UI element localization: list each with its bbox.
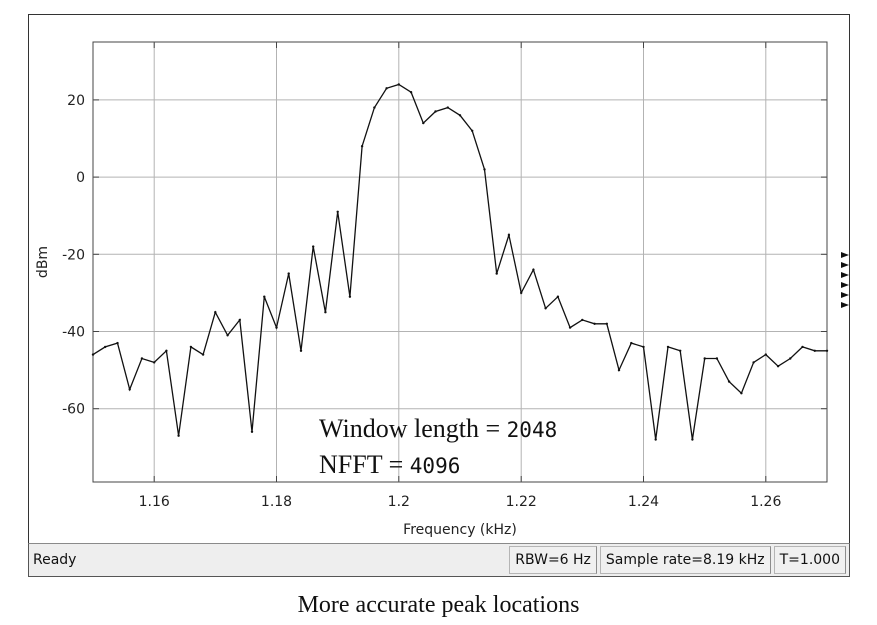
spectrum-data-point: [299, 349, 303, 352]
nfft-value: 4096: [410, 454, 461, 478]
x-axis-label: Frequency (kHz): [403, 522, 517, 538]
spectrum-data-point: [666, 345, 670, 349]
spectrum-data-point: [116, 341, 119, 345]
spectrum-data-point: [177, 434, 180, 437]
x-tick-label: 1.2: [388, 494, 410, 510]
nfft-label: NFFT =: [319, 450, 410, 479]
x-tick-label: 1.26: [750, 494, 781, 510]
y-tick-label: 20: [67, 93, 85, 109]
spectrum-data-point: [789, 357, 792, 360]
spectrum-data-point: [373, 106, 376, 109]
spectrum-data-point: [214, 311, 217, 314]
window-length-annotation: Window length = 2048: [319, 414, 557, 443]
spectrum-data-point: [507, 233, 511, 237]
y-tick-label: 0: [76, 170, 85, 186]
spectrum-data-point: [165, 349, 168, 352]
spectrum-data-point: [568, 326, 572, 329]
spectrum-data-point: [153, 361, 156, 364]
spectrum-data-point: [581, 318, 584, 322]
resize-grip-icon[interactable]: [841, 252, 849, 308]
spectrum-data-point: [348, 295, 352, 298]
spectrum-data-point: [593, 322, 596, 325]
spectrum-data-point: [532, 268, 535, 271]
spectrum-data-point: [520, 291, 523, 295]
spectrum-data-point: [434, 110, 437, 113]
spectrum-data-point: [385, 87, 388, 90]
spectrum-data-point: [813, 349, 816, 352]
x-tick-label: 1.24: [628, 494, 659, 510]
spectrum-data-point: [715, 357, 719, 360]
x-tick-label: 1.18: [261, 494, 292, 510]
spectrum-data-point: [630, 341, 633, 345]
status-ready-text: Ready: [33, 552, 77, 568]
spectrum-data-point: [422, 121, 425, 125]
spectrum-data-point: [740, 392, 743, 395]
spectrum-analyzer-window: 1.16 1.18 1.2 1.22 1.24 1.26 20 0 -20 -40 -60 Freq…: [28, 14, 850, 577]
spectrum-data-point: [446, 106, 449, 109]
spectrum-data-point: [727, 380, 731, 383]
y-tick-label: -20: [62, 247, 85, 263]
time-status-field: T=1.000: [773, 546, 846, 574]
spectrum-data-point: [275, 326, 278, 329]
spectrum-data-point: [336, 210, 339, 213]
spectrum-data-point: [226, 334, 229, 337]
spectrum-data-point: [263, 295, 266, 298]
y-tick-label: -40: [62, 325, 85, 341]
spectrum-data-point: [752, 361, 755, 364]
window-length-label: Window length =: [319, 414, 507, 443]
spectrum-data-point: [483, 168, 486, 171]
x-tick-label: 1.22: [506, 494, 537, 510]
spectrum-plot: 1.16 1.18 1.2 1.22 1.24 1.26 20 0 -20 -40 -60 Freq…: [35, 41, 849, 538]
spectrum-data-point: [764, 353, 767, 356]
x-tick-label: 1.16: [139, 494, 170, 510]
y-axis-label: dBm: [35, 246, 51, 278]
spectrum-data-point: [776, 365, 780, 368]
figure-caption: More accurate peak locations: [297, 592, 580, 618]
spectrum-data-point: [409, 91, 413, 94]
sample-rate-status-field: Sample rate=8.19 kHz: [599, 546, 771, 574]
spectrum-data-point: [654, 438, 657, 441]
spectrum-data-point: [287, 272, 290, 275]
spectrum-data-point: [825, 349, 829, 352]
spectrum-data-point: [360, 145, 364, 148]
status-bar: Ready RBW=6 Hz Sample rate=8.19 kHz T=1.…: [28, 543, 850, 577]
rbw-status-field: RBW=6 Hz: [509, 546, 597, 574]
spectrum-data-point: [801, 345, 804, 349]
spectrum-data-point: [679, 349, 682, 352]
spectrum-data-point: [250, 430, 254, 433]
axis-ticks: 1.16 1.18 1.2 1.22 1.24 1.26 20 0 -20 -40 -60: [62, 42, 827, 510]
y-tick-label: -60: [62, 402, 85, 418]
spectrum-data-point: [471, 129, 474, 132]
spectrum-data-point: [544, 307, 547, 310]
spectrum-data-point: [91, 353, 95, 356]
spectrum-data-point: [140, 357, 144, 360]
spectrum-data-point: [495, 272, 498, 275]
spectrum-data-point: [201, 353, 205, 356]
window-length-value: 2048: [507, 418, 558, 442]
grid-lines: [93, 42, 827, 482]
spectrum-data-point: [128, 388, 131, 391]
spectrum-data-point: [605, 322, 608, 325]
spectrum-data-point: [642, 345, 645, 349]
spectrum-data-point: [312, 245, 315, 248]
spectrum-data-point: [324, 311, 327, 314]
spectrum-data-point: [703, 357, 706, 360]
spectrum-data-point: [104, 345, 107, 349]
spectrum-data-point: [691, 438, 694, 441]
spectrum-data-point: [189, 345, 193, 349]
spectrum-data-point: [238, 318, 241, 322]
spectrum-data-point: [556, 295, 560, 298]
nfft-annotation: NFFT = 4096: [319, 450, 460, 479]
spectrum-data-point: [617, 368, 621, 372]
spectrum-data-point: [458, 114, 462, 117]
spectrum-data-point: [397, 83, 400, 86]
spectrum-data-points: [91, 83, 829, 441]
